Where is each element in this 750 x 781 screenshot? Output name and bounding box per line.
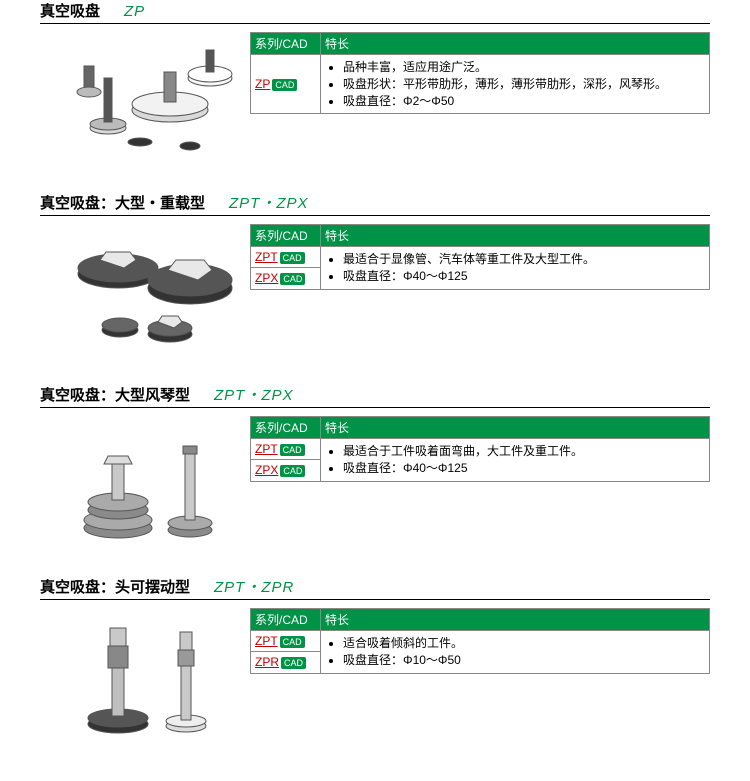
series-link[interactable]: ZPR [255, 655, 279, 669]
features-list: 适合吸着倾斜的工件。吸盘直径：Φ10～Φ50 [325, 635, 705, 669]
section-body: 系列/CAD特长ZPTCAD适合吸着倾斜的工件。吸盘直径：Φ10～Φ50ZPRC… [0, 608, 750, 738]
product-image [60, 416, 240, 546]
product-section: 真空吸盘：头可摆动型ZPT・ZPR 系列/CAD特长ZPTCAD适合吸着倾斜的工… [0, 576, 750, 738]
series-cell: ZPRCAD [251, 652, 321, 673]
col-header-series: 系列/CAD [251, 417, 321, 439]
feature-item: 吸盘直径：Φ2～Φ50 [343, 93, 705, 110]
series-cell: ZPXCAD [251, 268, 321, 289]
series-cell: ZPXCAD [251, 460, 321, 481]
section-heading: 真空吸盘 ZP [40, 0, 710, 24]
col-header-features: 特长 [321, 417, 710, 439]
feature-item: 吸盘直径：Φ40～Φ125 [343, 460, 705, 477]
section-body: 系列/CAD特长ZPTCAD最适合于工件吸着面弯曲，大工件及重工件。吸盘直径：Φ… [0, 416, 750, 546]
series-link[interactable]: ZPT [255, 634, 278, 648]
feature-item: 最适合于显像管、汽车体等重工件及大型工件。 [343, 251, 705, 268]
series-link[interactable]: ZPT [255, 442, 278, 456]
features-list: 最适合于工件吸着面弯曲，大工件及重工件。吸盘直径：Φ40～Φ125 [325, 443, 705, 477]
product-section: 真空吸盘：大型・重载型ZPT・ZPX 系列/CAD特长ZPTCAD最适合于显像管… [0, 192, 750, 354]
feature-item: 最适合于工件吸着面弯曲，大工件及重工件。 [343, 443, 705, 460]
features-list: 品种丰富，适应用途广泛。吸盘形状：平形带肋形，薄形，薄形带肋形，深形，风琴形。吸… [325, 59, 705, 109]
product-image [60, 224, 240, 354]
section-title: 真空吸盘：大型・重载型 [40, 195, 205, 212]
feature-item: 适合吸着倾斜的工件。 [343, 635, 705, 652]
col-header-features: 特长 [321, 33, 710, 55]
product-image [60, 32, 240, 162]
info-table: 系列/CAD特长ZPTCAD最适合于工件吸着面弯曲，大工件及重工件。吸盘直径：Φ… [250, 416, 710, 482]
product-section: 真空吸盘ZP 系列/CAD特长ZPCAD品种丰富，适应用途广泛。吸盘形状：平形带… [0, 0, 750, 162]
series-link[interactable]: ZPX [255, 271, 278, 285]
series-cell: ZPTCAD [251, 439, 321, 460]
col-header-series: 系列/CAD [251, 609, 321, 631]
table-row: ZPTCAD适合吸着倾斜的工件。吸盘直径：Φ10～Φ50 [251, 631, 710, 652]
section-model: ZP [124, 3, 145, 20]
series-link[interactable]: ZP [255, 77, 270, 91]
cad-badge[interactable]: CAD [280, 465, 305, 477]
features-list: 最适合于显像管、汽车体等重工件及大型工件。吸盘直径：Φ40～Φ125 [325, 251, 705, 285]
product-section: 真空吸盘：大型风琴型ZPT・ZPX 系列/CAD特长ZPTCAD最适合于工件吸着… [0, 384, 750, 546]
cad-badge[interactable]: CAD [281, 657, 306, 669]
series-cell: ZPCAD [251, 55, 321, 114]
info-table: 系列/CAD特长ZPTCAD适合吸着倾斜的工件。吸盘直径：Φ10～Φ50ZPRC… [250, 608, 710, 674]
feature-item: 吸盘形状：平形带肋形，薄形，薄形带肋形，深形，风琴形。 [343, 76, 705, 93]
section-body: 系列/CAD特长ZPCAD品种丰富，适应用途广泛。吸盘形状：平形带肋形，薄形，薄… [0, 32, 750, 162]
col-header-features: 特长 [321, 609, 710, 631]
section-title: 真空吸盘：大型风琴型 [40, 387, 190, 404]
feature-item: 品种丰富，适应用途广泛。 [343, 59, 705, 76]
product-image [60, 608, 240, 738]
table-row: ZPCAD品种丰富，适应用途广泛。吸盘形状：平形带肋形，薄形，薄形带肋形，深形，… [251, 55, 710, 114]
feature-item: 吸盘直径：Φ10～Φ50 [343, 652, 705, 669]
series-link[interactable]: ZPT [255, 250, 278, 264]
cad-badge[interactable]: CAD [280, 444, 305, 456]
series-link[interactable]: ZPX [255, 463, 278, 477]
cad-badge[interactable]: CAD [272, 79, 297, 91]
section-model: ZPT・ZPX [229, 195, 309, 212]
cad-badge[interactable]: CAD [280, 273, 305, 285]
section-title: 真空吸盘 [40, 3, 100, 20]
cad-badge[interactable]: CAD [280, 636, 305, 648]
features-cell: 最适合于工件吸着面弯曲，大工件及重工件。吸盘直径：Φ40～Φ125 [321, 439, 710, 482]
col-header-series: 系列/CAD [251, 33, 321, 55]
col-header-features: 特长 [321, 225, 710, 247]
table-row: ZPTCAD最适合于工件吸着面弯曲，大工件及重工件。吸盘直径：Φ40～Φ125 [251, 439, 710, 460]
info-table: 系列/CAD特长ZPCAD品种丰富，适应用途广泛。吸盘形状：平形带肋形，薄形，薄… [250, 32, 710, 114]
section-model: ZPT・ZPR [214, 579, 294, 596]
table-row: ZPTCAD最适合于显像管、汽车体等重工件及大型工件。吸盘直径：Φ40～Φ125 [251, 247, 710, 268]
feature-item: 吸盘直径：Φ40～Φ125 [343, 268, 705, 285]
section-heading: 真空吸盘：大型・重载型 ZPT・ZPX [40, 192, 710, 216]
features-cell: 品种丰富，适应用途广泛。吸盘形状：平形带肋形，薄形，薄形带肋形，深形，风琴形。吸… [321, 55, 710, 114]
info-table: 系列/CAD特长ZPTCAD最适合于显像管、汽车体等重工件及大型工件。吸盘直径：… [250, 224, 710, 290]
section-heading: 真空吸盘：头可摆动型 ZPT・ZPR [40, 576, 710, 600]
features-cell: 最适合于显像管、汽车体等重工件及大型工件。吸盘直径：Φ40～Φ125 [321, 247, 710, 290]
col-header-series: 系列/CAD [251, 225, 321, 247]
series-cell: ZPTCAD [251, 631, 321, 652]
section-body: 系列/CAD特长ZPTCAD最适合于显像管、汽车体等重工件及大型工件。吸盘直径：… [0, 224, 750, 354]
series-cell: ZPTCAD [251, 247, 321, 268]
section-heading: 真空吸盘：大型风琴型 ZPT・ZPX [40, 384, 710, 408]
features-cell: 适合吸着倾斜的工件。吸盘直径：Φ10～Φ50 [321, 631, 710, 674]
cad-badge[interactable]: CAD [280, 252, 305, 264]
section-title: 真空吸盘：头可摆动型 [40, 579, 190, 596]
section-model: ZPT・ZPX [214, 387, 294, 404]
